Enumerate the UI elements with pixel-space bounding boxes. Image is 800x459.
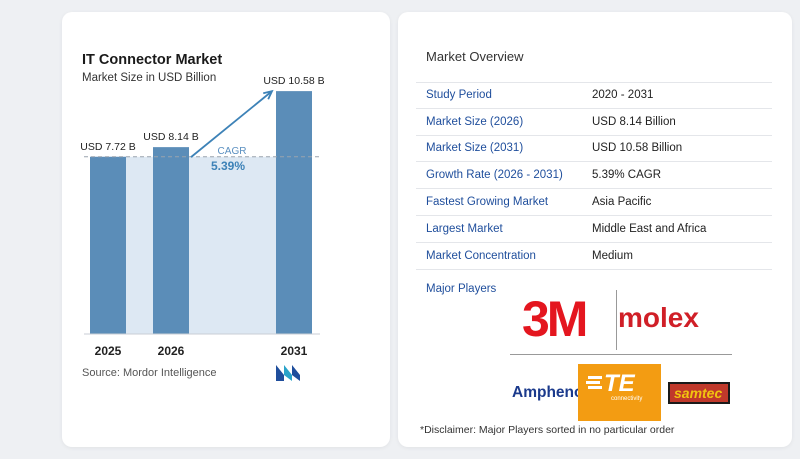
overview-row: Largest Market Middle East and Africa <box>416 216 772 243</box>
cagr-arrow-head <box>263 89 274 100</box>
bar-chart: USD 7.72 B 2025 USD 8.14 B 2026 USD 10.58 B 2… <box>80 75 324 358</box>
row-label: Study Period <box>426 89 492 102</box>
row-value: USD 10.58 Billion <box>592 142 683 155</box>
te-logo-subtext: connectivity <box>611 396 643 402</box>
logo-3m: 3M <box>522 291 588 347</box>
overview-card: Market Overview Study Period 2020 - 2031 … <box>398 12 792 447</box>
bar-2031 <box>276 91 312 335</box>
overview-row: Market Size (2031) USD 10.58 Billion <box>416 136 772 163</box>
row-label: Market Size (2031) <box>426 142 524 155</box>
samtec-logo-text: samtec <box>674 385 723 401</box>
overview-title: Market Overview <box>426 49 524 64</box>
bar-2026 <box>153 147 189 334</box>
overview-row: Growth Rate (2026 - 2031) 5.39% CAGR <box>416 162 772 190</box>
bar-2025 <box>90 156 126 334</box>
divider <box>616 290 617 350</box>
te-logo-text: TE <box>604 370 635 397</box>
row-label: Fastest Growing Market <box>426 196 549 209</box>
value-label: USD 8.14 B <box>143 131 198 143</box>
value-label: USD 10.58 B <box>263 75 324 87</box>
overview-table: Study Period 2020 - 2031 Market Size (202… <box>416 82 772 270</box>
te-stripes-icon <box>586 376 602 389</box>
row-value: 5.39% CAGR <box>592 169 662 182</box>
row-value: USD 8.14 Billion <box>592 115 676 128</box>
category-label: 2026 <box>158 344 185 358</box>
cagr-label: CAGR <box>218 146 247 157</box>
cagr-arrow-line <box>190 90 273 158</box>
logo-samtec: samtec <box>668 382 730 404</box>
row-label: Largest Market <box>426 222 503 235</box>
category-label: 2025 <box>95 344 122 358</box>
mordor-logo-icon <box>276 365 300 381</box>
logo-molex: molex <box>618 302 699 333</box>
logo-te-connectivity: TE connectivity <box>578 364 661 421</box>
category-label: 2031 <box>281 344 308 358</box>
overview-row: Study Period 2020 - 2031 <box>416 82 772 109</box>
overview-row: Market Size (2026) USD 8.14 Billion <box>416 109 772 136</box>
row-value: Middle East and Africa <box>592 222 707 235</box>
source-text: Source: Mordor Intelligence <box>82 367 217 379</box>
cagr-value: 5.39% <box>211 159 245 173</box>
overview-row: Market Concentration Medium <box>416 243 772 270</box>
row-value: Medium <box>592 249 633 262</box>
chart-subtitle: Market Size in USD Billion <box>82 72 217 84</box>
major-players-label: Major Players <box>426 283 497 295</box>
chart-card: IT Connector Market Market Size in USD B… <box>62 12 390 447</box>
overview-row: Fastest Growing Market Asia Pacific <box>416 189 772 216</box>
chart-title: IT Connector Market <box>82 52 223 68</box>
disclaimer-text: *Disclaimer: Major Players sorted in no … <box>420 424 675 436</box>
row-value: Asia Pacific <box>592 196 652 209</box>
background-band <box>90 156 312 334</box>
row-label: Market Concentration <box>426 249 536 262</box>
divider <box>510 354 732 355</box>
row-label: Growth Rate (2026 - 2031) <box>426 169 563 182</box>
row-label: Market Size (2026) <box>426 115 524 128</box>
row-value: 2020 - 2031 <box>592 89 654 102</box>
logo-amphenol: Amphenol <box>512 384 588 401</box>
value-label: USD 7.72 B <box>80 141 135 153</box>
